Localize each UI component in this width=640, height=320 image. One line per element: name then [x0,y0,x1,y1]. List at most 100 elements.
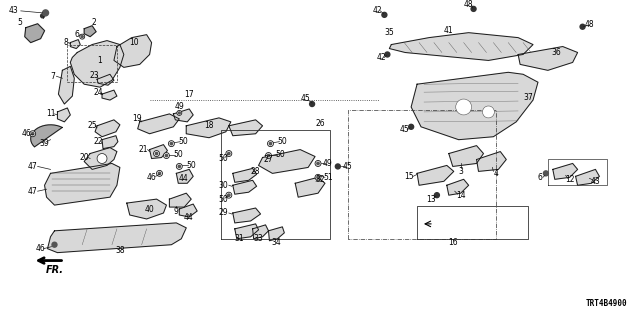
Circle shape [81,36,83,38]
Circle shape [317,162,319,165]
Circle shape [268,154,269,157]
Polygon shape [173,109,193,122]
Polygon shape [58,108,70,122]
Circle shape [177,110,182,116]
Circle shape [226,151,232,156]
Text: 50: 50 [218,154,228,163]
Polygon shape [70,41,124,87]
Circle shape [471,6,476,12]
Circle shape [226,192,232,198]
Circle shape [154,151,159,156]
Circle shape [80,34,84,39]
Polygon shape [518,46,577,70]
Text: 46: 46 [22,129,31,138]
Text: 45: 45 [399,125,409,134]
Circle shape [165,154,168,157]
Polygon shape [97,74,114,85]
Circle shape [178,165,180,168]
Circle shape [483,106,494,118]
Text: 3: 3 [458,167,463,176]
Text: 32: 32 [315,175,325,184]
Circle shape [435,193,440,198]
Polygon shape [447,179,468,195]
Text: 34: 34 [271,238,282,247]
Text: 11: 11 [46,109,55,118]
Circle shape [315,161,321,166]
Text: 43: 43 [591,177,600,186]
Circle shape [228,152,230,155]
Polygon shape [477,152,506,172]
Text: 42: 42 [376,53,386,62]
Text: 50: 50 [218,195,228,204]
Text: 36: 36 [551,48,561,57]
Polygon shape [269,227,284,241]
Polygon shape [70,40,80,49]
Text: 20: 20 [79,153,89,162]
Text: 43: 43 [9,6,19,15]
Text: 6: 6 [538,173,542,182]
Text: 50: 50 [275,150,285,159]
Text: 23: 23 [90,71,99,80]
Text: 27: 27 [264,155,273,164]
Polygon shape [233,168,257,182]
Circle shape [52,242,57,247]
Text: 24: 24 [93,88,103,97]
Text: 44: 44 [183,213,193,222]
Text: 30: 30 [218,181,228,190]
Text: 15: 15 [404,172,414,181]
Circle shape [177,164,182,169]
Text: 26: 26 [315,119,325,128]
Polygon shape [295,177,325,197]
Circle shape [228,194,230,196]
Circle shape [179,112,180,114]
Text: 10: 10 [129,38,138,47]
Text: 50: 50 [278,137,287,146]
Polygon shape [233,180,257,194]
Polygon shape [259,149,315,173]
Polygon shape [170,193,191,207]
Text: 50: 50 [179,137,188,146]
Polygon shape [58,66,74,104]
Text: 19: 19 [132,114,141,124]
Polygon shape [84,148,117,169]
Polygon shape [233,208,260,223]
Text: 16: 16 [448,238,458,247]
Circle shape [156,152,157,155]
Text: 51: 51 [323,173,333,182]
Text: 40: 40 [145,204,154,213]
Polygon shape [449,146,483,166]
Text: 49: 49 [323,159,333,168]
Text: 44: 44 [179,174,188,183]
Circle shape [170,142,173,145]
Text: 41: 41 [444,26,454,35]
Text: 46: 46 [36,244,45,253]
Text: 45: 45 [300,93,310,103]
Text: 47: 47 [28,162,38,171]
Text: 47: 47 [28,187,38,196]
Circle shape [382,12,387,17]
Circle shape [168,141,174,147]
Circle shape [31,132,34,135]
Polygon shape [102,90,117,100]
Polygon shape [186,118,231,138]
Text: 1: 1 [98,56,102,65]
Circle shape [317,176,319,179]
Text: 25: 25 [87,121,97,130]
Polygon shape [177,169,193,183]
Circle shape [315,174,321,180]
Text: 8: 8 [64,38,68,47]
Polygon shape [127,199,166,219]
Polygon shape [45,164,120,205]
Text: 18: 18 [204,121,214,130]
Text: 14: 14 [456,191,465,200]
Text: 6: 6 [75,30,80,39]
Polygon shape [179,204,197,217]
Text: 29: 29 [218,209,228,218]
Circle shape [310,101,314,107]
Text: 39: 39 [40,139,49,148]
Text: 49: 49 [175,102,184,111]
Circle shape [29,131,36,137]
Circle shape [97,154,107,164]
Text: 5: 5 [17,18,22,27]
Text: 46: 46 [147,173,156,182]
